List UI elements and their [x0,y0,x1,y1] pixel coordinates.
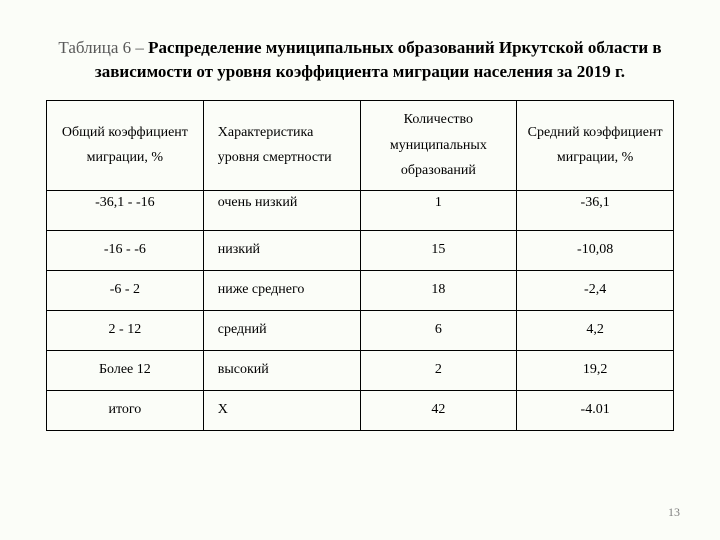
cell: средний [203,310,360,350]
cell: -10,08 [517,230,674,270]
table-row: 2 - 12 средний 6 4,2 [47,310,674,350]
cell: -16 - -6 [47,230,204,270]
cell: 19,2 [517,350,674,390]
cell: -36,1 - -16 [47,190,204,230]
cell: 1 [360,190,517,230]
page-number: 13 [668,505,680,520]
cell: итого [47,390,204,430]
cell: Более 12 [47,350,204,390]
cell: высокий [203,350,360,390]
cell: 4,2 [517,310,674,350]
col-header-1: Характеристика уровня смертности [203,100,360,190]
cell: -2,4 [517,270,674,310]
table-header-row: Общий коэффициент миграции, % Характерис… [47,100,674,190]
col-header-2: Количество муниципальных образований [360,100,517,190]
table-row: -36,1 - -16 очень низкий 1 -36,1 [47,190,674,230]
table-title: Таблица 6 – Распределение муниципальных … [46,36,674,84]
cell: Х [203,390,360,430]
table-row: -16 - -6 низкий 15 -10,08 [47,230,674,270]
cell: низкий [203,230,360,270]
cell: 42 [360,390,517,430]
table-row: Более 12 высокий 2 19,2 [47,350,674,390]
col-header-0: Общий коэффициент миграции, % [47,100,204,190]
table-row: -6 - 2 ниже среднего 18 -2,4 [47,270,674,310]
cell: 15 [360,230,517,270]
table-row: итого Х 42 -4.01 [47,390,674,430]
title-prefix: Таблица 6 – [58,38,148,57]
title-bold: Распределение муниципальных образований … [95,38,662,81]
cell: 2 [360,350,517,390]
cell: 18 [360,270,517,310]
cell: ниже среднего [203,270,360,310]
cell: очень низкий [203,190,360,230]
cell: 2 - 12 [47,310,204,350]
cell: -4.01 [517,390,674,430]
cell: -36,1 [517,190,674,230]
cell: -6 - 2 [47,270,204,310]
cell: 6 [360,310,517,350]
migration-table: Общий коэффициент миграции, % Характерис… [46,100,674,431]
col-header-3: Средний коэффициент миграции, % [517,100,674,190]
